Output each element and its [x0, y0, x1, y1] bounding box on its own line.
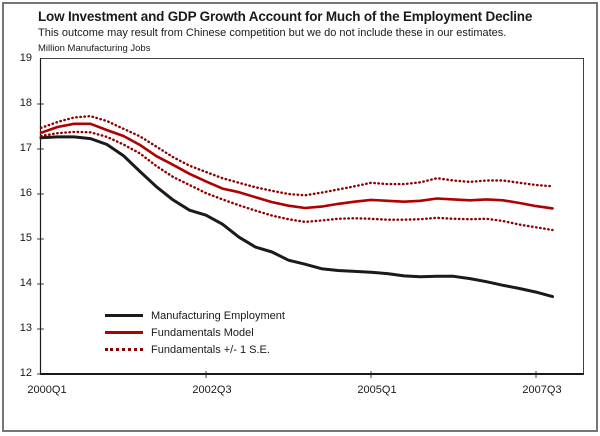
legend-label-fundamentals-se-band: Fundamentals +/- 1 S.E.	[151, 343, 270, 356]
legend-label-manufacturing-employment: Manufacturing Employment	[151, 309, 285, 322]
y-tick-label-19: 19	[19, 52, 32, 64]
y-tick-label-17: 17	[19, 142, 32, 154]
x-tick-label-2000q1: 2000Q1	[27, 384, 67, 396]
x-tick-label-2005q1: 2005Q1	[357, 384, 397, 396]
fundamentals-1-s-e-line	[39, 114, 554, 197]
x-tick-label-2007q3: 2007Q3	[522, 384, 562, 396]
y-tick-label-16: 16	[19, 187, 32, 199]
fundamentals-1-s-e-line	[39, 130, 554, 232]
legend-label-fundamentals-model: Fundamentals Model	[151, 326, 254, 339]
chart-title: Low Investment and GDP Growth Account fo…	[38, 9, 533, 24]
chart-subtitle: This outcome may result from Chinese com…	[38, 27, 507, 39]
y-tick-label-13: 13	[19, 322, 32, 334]
legend-swatch-red-dotted-line	[105, 348, 143, 351]
legend-item-manufacturing-employment: Manufacturing Employment	[105, 307, 285, 324]
fundamentals-model-line	[39, 122, 554, 210]
legend-swatch-red-solid-line	[105, 331, 143, 334]
legend-item-fundamentals-se-band: Fundamentals +/- 1 S.E.	[105, 341, 285, 358]
plot-area	[37, 58, 584, 378]
chart-canvas: Low Investment and GDP Growth Account fo…	[2, 2, 598, 432]
plot-frame	[40, 58, 584, 375]
legend-item-fundamentals-model: Fundamentals Model	[105, 324, 285, 341]
y-tick-label-14: 14	[19, 277, 32, 289]
y-tick-label-12: 12	[19, 367, 32, 379]
legend: Manufacturing Employment Fundamentals Mo…	[105, 307, 285, 358]
y-axis-title: Million Manufacturing Jobs	[38, 43, 151, 54]
legend-swatch-black-solid-line	[105, 314, 143, 317]
x-tick-label-2002q3: 2002Q3	[192, 384, 232, 396]
y-tick-label-15: 15	[19, 232, 32, 244]
manufacturing-employment-line	[39, 135, 554, 299]
y-tick-label-18: 18	[19, 97, 32, 109]
